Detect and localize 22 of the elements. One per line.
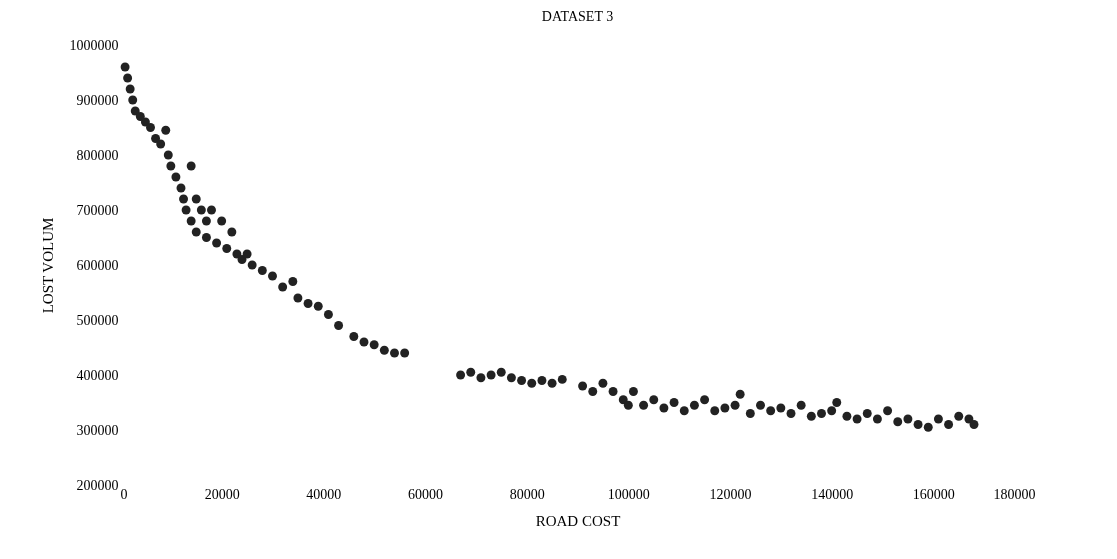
y-tick-label: 700000 [76,202,119,218]
y-tick-label: 400000 [76,367,119,383]
x-tick-label: 160000 [912,486,955,502]
x-tick-label: 40000 [306,486,342,502]
x-tick-label: 80000 [509,486,545,502]
x-axis-title: ROAD COST [535,512,621,529]
x-tick-label: 140000 [811,486,854,502]
y-tick-label: 600000 [76,257,119,273]
x-tick-label: 0 [120,486,128,502]
y-tick-label: 500000 [76,312,119,328]
x-tick-label: 100000 [607,486,650,502]
y-tick-label: 300000 [76,422,119,438]
y-tick-label: 1000000 [69,37,119,53]
x-tick-label: 60000 [408,486,443,502]
chart-title: DATASET 3 [541,9,614,24]
x-tick-label: 20000 [204,486,240,502]
y-tick-label: 200000 [76,477,119,493]
y-axis-title: LOST VOLUM [39,217,56,314]
y-tick-label: 800000 [76,147,119,163]
y-tick-label: 900000 [76,92,119,108]
x-tick-label: 180000 [993,486,1036,502]
x-tick-label: 120000 [709,486,752,502]
